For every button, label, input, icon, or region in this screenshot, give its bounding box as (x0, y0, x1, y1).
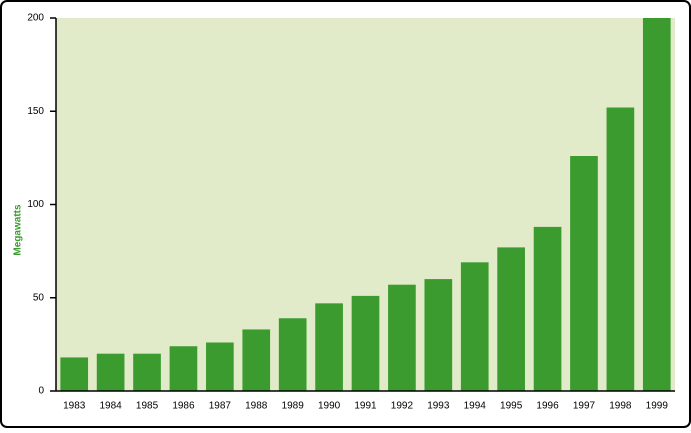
bar (533, 226, 562, 391)
x-tick-label: 1983 (63, 401, 86, 412)
x-tick-label: 1999 (646, 401, 669, 412)
x-tick-label: 1985 (136, 401, 159, 412)
bar (133, 353, 161, 391)
bar (642, 18, 671, 391)
x-tick-label: 1989 (282, 401, 305, 412)
bar (242, 329, 271, 391)
bar (315, 303, 343, 391)
bar (206, 342, 234, 391)
bar (60, 357, 89, 391)
x-tick-label: 1991 (354, 401, 377, 412)
x-tick-label: 1984 (99, 401, 122, 412)
bar (460, 262, 489, 391)
bar (388, 284, 416, 391)
y-tick-label: 200 (27, 13, 44, 24)
bar (96, 353, 125, 391)
y-tick-label: 0 (38, 386, 44, 397)
y-tick-label: 100 (27, 199, 44, 210)
x-tick-label: 1986 (172, 401, 195, 412)
x-tick-label: 1987 (209, 401, 232, 412)
x-tick-label: 1993 (427, 401, 450, 412)
bar (497, 247, 525, 391)
bar (424, 279, 453, 391)
bar (169, 346, 198, 391)
x-tick-label: 1998 (609, 401, 632, 412)
bar (606, 107, 635, 392)
x-tick-label: 1995 (500, 401, 523, 412)
x-tick-label: 1997 (573, 401, 596, 412)
bar (351, 295, 380, 391)
x-tick-label: 1994 (464, 401, 487, 412)
y-axis-label: Megawatts (13, 204, 24, 256)
x-tick-label: 1988 (245, 401, 268, 412)
bar (570, 156, 598, 391)
x-tick-label: 1996 (536, 401, 559, 412)
x-tick-label: 1990 (318, 401, 341, 412)
x-tick-label: 1992 (391, 401, 414, 412)
bar (278, 318, 307, 391)
y-tick-label: 150 (27, 106, 44, 117)
y-tick-label: 50 (33, 292, 45, 303)
